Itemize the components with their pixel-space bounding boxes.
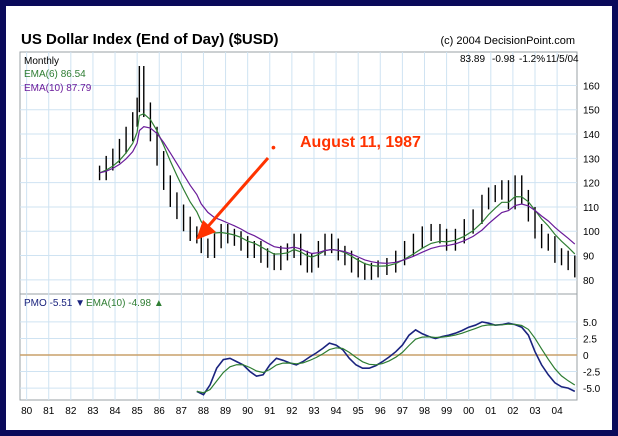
x-tick-label: 80 (21, 406, 33, 417)
pmo-ema10-line (196, 323, 576, 394)
y-tick-label: 160 (583, 81, 600, 92)
x-tick-label: 83 (87, 406, 99, 417)
annotation-label: August 11, 1987 (300, 134, 421, 151)
x-tick-label: 01 (485, 406, 497, 417)
legend-pmo-ema10: EMA(10) -4.98 ▲ (86, 298, 164, 309)
price-panel (19, 51, 578, 295)
y-tick-label: 150 (583, 106, 600, 117)
x-tick-label: 89 (220, 406, 232, 417)
x-tick-label: 96 (375, 406, 387, 417)
annotation: • August 11, 1987 (196, 134, 421, 240)
ema6-line (99, 113, 576, 267)
quote-close: 83.89 (460, 54, 485, 65)
copyright-text: (c) 2004 DecisionPoint.com (440, 35, 575, 47)
x-tick-label: 93 (308, 406, 320, 417)
y-tick-label: 120 (583, 179, 600, 190)
x-tick-label: 91 (264, 406, 276, 417)
quote-change: -0.98 (492, 54, 515, 65)
x-tick-label: 84 (109, 406, 121, 417)
quote-pct: -1.2% (519, 54, 545, 65)
x-tick-label: 03 (529, 406, 541, 417)
x-tick-label: 98 (419, 406, 431, 417)
chart-title: US Dollar Index (End of Day) ($USD) (21, 31, 279, 48)
x-tick-label: 87 (176, 406, 188, 417)
x-tick-label: 97 (397, 406, 409, 417)
y-tick-label: 90 (583, 252, 595, 263)
x-tick-label: 02 (507, 406, 519, 417)
annotation-bullet: • (271, 139, 276, 155)
x-tick-label: 92 (286, 406, 298, 417)
x-tick-label: 88 (198, 406, 210, 417)
legend-ema6: EMA(6) 86.54 (24, 69, 86, 80)
pmo-y-tick-label: -2.5 (583, 368, 601, 379)
annotation-arrowhead (196, 220, 216, 240)
pmo-legend: PMO -5.51 ▼ EMA(10) -4.98 ▲ (24, 298, 164, 309)
period-label: Monthly (24, 56, 59, 67)
legend-pmo: PMO -5.51 ▼ (24, 298, 85, 309)
price-legend: EMA(6) 86.54 EMA(10) 87.79 (24, 69, 92, 94)
x-tick-label: 00 (463, 406, 475, 417)
y-tick-label: 80 (583, 276, 595, 287)
x-tick-label: 04 (552, 406, 564, 417)
y-tick-label: 110 (583, 203, 599, 214)
chart-frame: US Dollar Index (End of Day) ($USD) (c) … (6, 6, 612, 430)
pmo-y-tick-label: 2.5 (583, 334, 597, 345)
x-tick-label: 90 (242, 406, 254, 417)
y-tick-label: 140 (583, 130, 600, 141)
pmo-y-tick-label: 5.0 (583, 318, 597, 329)
x-tick-label: 85 (132, 406, 144, 417)
quote-date: 11/5/04 (546, 54, 579, 65)
pmo-y-tick-label: 0 (583, 351, 589, 362)
chart-svg: US Dollar Index (End of Day) ($USD) (c) … (6, 6, 612, 430)
pmo-panel (19, 293, 578, 401)
last-quote: 83.89 -0.98 -1.2% 11/5/04 (460, 54, 579, 65)
x-tick-label: 86 (154, 406, 166, 417)
ema10-line (99, 126, 576, 264)
annotation-arrow (202, 157, 270, 232)
x-tick-label: 95 (353, 406, 365, 417)
legend-ema10: EMA(10) 87.79 (24, 83, 92, 94)
pmo-y-tick-label: -5.0 (583, 384, 601, 395)
x-tick-label: 99 (441, 406, 453, 417)
x-tick-label: 82 (65, 406, 77, 417)
y-tick-label: 100 (583, 227, 600, 238)
series-layer (98, 66, 576, 396)
x-tick-label: 81 (43, 406, 55, 417)
y-tick-label: 130 (583, 154, 600, 165)
x-tick-label: 94 (331, 406, 343, 417)
